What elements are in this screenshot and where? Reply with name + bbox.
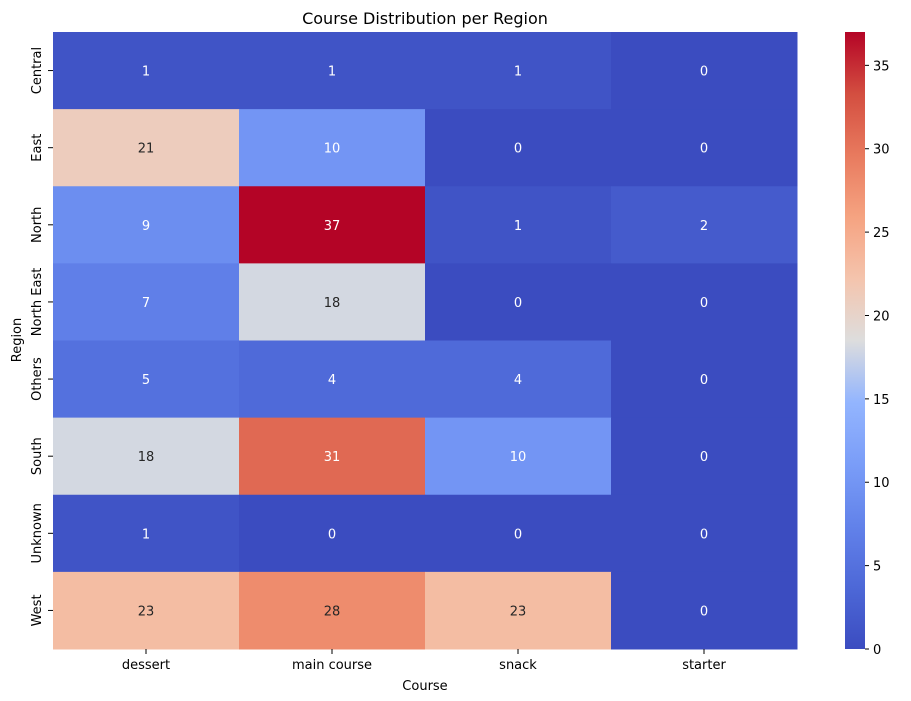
heatmap-cell <box>425 494 612 573</box>
heatmap-cell <box>425 340 612 419</box>
heatmap-cell <box>611 571 798 650</box>
heatmap-cell <box>239 571 426 650</box>
heatmap-cell <box>239 417 426 496</box>
cell-value: 0 <box>514 527 522 542</box>
cell-value: 1 <box>328 65 336 80</box>
cell-value: 0 <box>514 142 522 157</box>
cell-value: 0 <box>328 527 336 542</box>
cell-value: 0 <box>700 142 708 157</box>
colorbar-tick-label: 20 <box>873 309 890 324</box>
cell-value: 0 <box>700 527 708 542</box>
heatmap-cell <box>611 417 798 496</box>
colorbar-tick-label: 5 <box>873 560 881 575</box>
cell-value: 31 <box>324 450 341 465</box>
y-tick-label: West <box>30 594 45 626</box>
cell-value: 0 <box>700 296 708 311</box>
heatmap-cell <box>611 340 798 419</box>
cell-value: 0 <box>700 450 708 465</box>
y-tick-label: East <box>30 134 45 162</box>
x-tick-label: dessert <box>122 658 170 673</box>
x-tick-label: starter <box>682 658 726 673</box>
cell-value: 0 <box>700 65 708 80</box>
cell-value: 5 <box>142 373 150 388</box>
cell-value: 28 <box>324 604 341 619</box>
heatmap-cell <box>425 32 612 110</box>
heatmap-cell <box>239 109 426 187</box>
heatmap-cell <box>53 417 240 496</box>
cell-value: 4 <box>328 373 336 388</box>
cell-value: 0 <box>700 373 708 388</box>
heatmap-cell <box>425 109 612 187</box>
heatmap-cell <box>611 494 798 573</box>
y-tick-label: Others <box>30 357 45 401</box>
heatmap-cell <box>611 32 798 110</box>
cell-value: 1 <box>514 65 522 80</box>
cell-value: 23 <box>138 604 155 619</box>
heatmap-cell <box>239 32 426 110</box>
cell-value: 0 <box>514 296 522 311</box>
heatmap-cell <box>611 263 798 341</box>
y-axis-label: Region <box>10 318 25 363</box>
colorbar-tick-label: 10 <box>873 476 890 491</box>
cell-value: 18 <box>324 296 341 311</box>
heatmap-cell <box>425 417 612 496</box>
cell-value: 7 <box>142 296 150 311</box>
cell-value: 4 <box>514 373 522 388</box>
heatmap-cell <box>53 263 240 341</box>
cell-value: 9 <box>142 219 150 234</box>
heatmap-cell <box>53 109 240 187</box>
heatmap-cells: 1 1 1 021 10 0 09 37 1 27 18 0 05 4 4 018 31 10 01 0 0 023 28 2… <box>53 32 798 650</box>
chart-title: Course Distribution per Region <box>302 9 548 28</box>
heatmap-cell <box>53 32 240 110</box>
heatmap-cell <box>239 340 426 419</box>
colorbar-ticks: 0 5 10 15 20 25 30 35 <box>865 59 890 658</box>
x-axis-ticks: dessert main course snack starter <box>122 649 726 673</box>
colorbar-tick-label: 30 <box>873 143 890 158</box>
heatmap-cell <box>239 186 426 264</box>
y-tick-label: North East <box>30 268 45 337</box>
cell-value: 37 <box>324 219 341 234</box>
heatmap-cell <box>239 494 426 573</box>
heatmap-cell <box>425 571 612 650</box>
cell-value: 23 <box>510 604 527 619</box>
y-axis-ticks: Central East North North East Others South Unk… <box>30 47 53 626</box>
heatmap-cell <box>53 571 240 650</box>
colorbar-tick-label: 0 <box>873 643 881 658</box>
x-axis-label: Course <box>402 679 447 694</box>
heatmap-cell <box>53 186 240 264</box>
colorbar-tick-label: 25 <box>873 226 890 241</box>
cell-value: 0 <box>700 604 708 619</box>
x-tick-label: main course <box>292 658 372 673</box>
cell-value: 1 <box>142 65 150 80</box>
y-tick-label: South <box>30 437 45 475</box>
cell-value: 1 <box>514 219 522 234</box>
heatmap-cell <box>611 186 798 264</box>
cell-value: 18 <box>138 450 155 465</box>
cell-value: 10 <box>324 142 341 157</box>
cell-value: 10 <box>510 450 527 465</box>
y-tick-label: Central <box>30 47 45 94</box>
colorbar-tick-label: 15 <box>873 393 890 408</box>
x-tick-label: snack <box>499 658 537 673</box>
heatmap-cell <box>611 109 798 187</box>
colorbar-tick-label: 35 <box>873 59 890 74</box>
y-tick-label: North <box>30 207 45 243</box>
colorbar <box>845 32 865 649</box>
y-tick-label: Unknown <box>30 503 45 563</box>
heatmap-cell <box>425 263 612 341</box>
cell-value: 2 <box>700 219 708 234</box>
heatmap-cell <box>425 186 612 264</box>
heatmap-cell <box>239 263 426 341</box>
cell-value: 21 <box>138 142 155 157</box>
cell-value: 1 <box>142 527 150 542</box>
heatmap-cell <box>53 494 240 573</box>
heatmap-cell <box>53 340 240 419</box>
